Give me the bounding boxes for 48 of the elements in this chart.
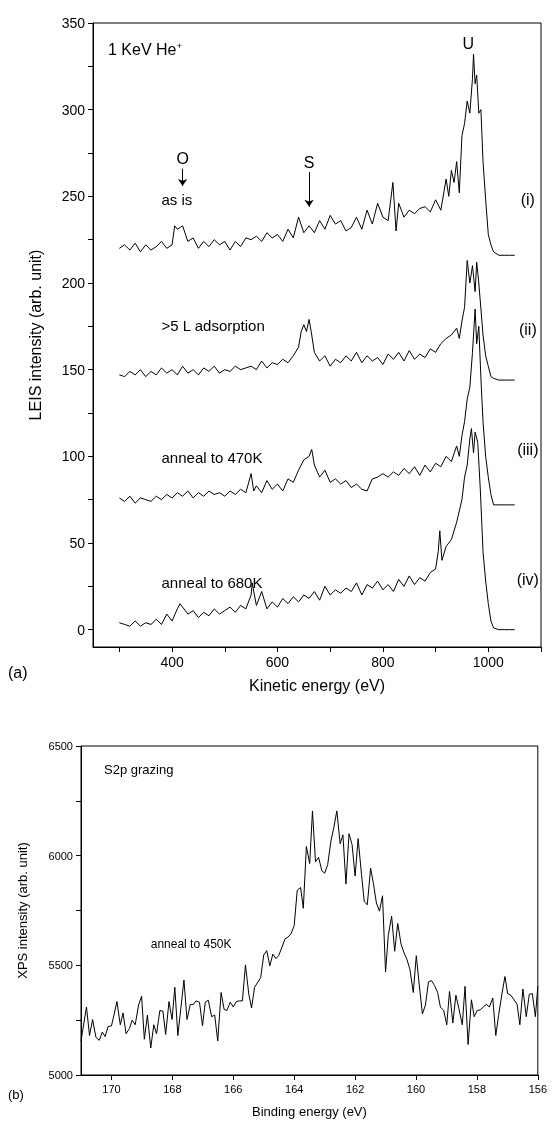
x-tick-label: 160 [406, 1082, 426, 1095]
y-tick-label: 0 [77, 621, 86, 638]
line-series [118, 308, 516, 506]
text: S2p grazing [104, 762, 174, 777]
x-tick-label: 600 [265, 654, 290, 670]
legend-label: as is [161, 190, 193, 208]
series-label: anneal to 450K [150, 937, 232, 952]
y-axis-title: XPS intensity (arb. unit) [15, 842, 30, 979]
y-tick-label: 6500 [48, 740, 73, 752]
annotation: O [176, 150, 189, 168]
x-tick-label: 170 [102, 1082, 121, 1095]
x-tick-label: 164 [285, 1082, 304, 1095]
line-series [118, 259, 516, 381]
annotation: (iii) [517, 440, 539, 458]
text: 1 KeV He+ [108, 39, 183, 59]
annotation: (iv) [516, 570, 539, 588]
y-tick-label: 350 [61, 15, 86, 31]
x-axis-title: Binding energy (eV) [251, 1104, 367, 1119]
y-axis-title: LEIS intensity (arb. unit) [26, 249, 44, 421]
annotation: U [462, 35, 475, 53]
x-tick-label: 166 [224, 1082, 243, 1095]
y-tick-label: 5500 [48, 959, 73, 972]
y-tick-label: 50 [69, 535, 86, 551]
y-tick-label: 150 [61, 361, 86, 378]
series-label: >5 L adsorption [161, 317, 265, 335]
y-tick-label: 5000 [48, 1069, 73, 1081]
y-tick-label: 200 [61, 275, 86, 291]
x-tick-label: 168 [163, 1082, 182, 1095]
y-tick-label: 250 [61, 188, 86, 205]
line-series [118, 428, 516, 631]
x-tick-label: 156 [528, 1082, 547, 1095]
x-tick-label: 800 [371, 654, 395, 670]
x-tick-label: 158 [467, 1082, 487, 1095]
text: (a) [8, 663, 28, 681]
annotation: (ii) [518, 321, 537, 339]
line-series [118, 53, 516, 256]
x-axis-title: Kinetic energy (eV) [248, 676, 386, 694]
y-tick-label: 100 [61, 448, 86, 465]
x-tick-label: 400 [160, 654, 184, 670]
y-tick-label: 6000 [48, 849, 73, 862]
text: (b) [8, 1087, 24, 1102]
annotation: S [303, 153, 315, 171]
y-tick-label: 300 [61, 101, 86, 118]
series-label: anneal to 470K [161, 449, 263, 467]
x-tick-label: 162 [345, 1082, 365, 1095]
annotation: (i) [520, 191, 535, 209]
series-label: anneal to 680K [161, 573, 263, 591]
x-tick-label: 1000 [472, 654, 505, 670]
